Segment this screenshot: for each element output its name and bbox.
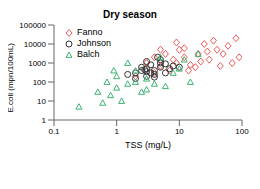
html-text:Johnson: Johnson (77, 38, 111, 48)
svg-text:E.coli (mpn/100mL): E.coli (mpn/100mL) (8, 43, 15, 113)
html-text:Fanno: Fanno (77, 27, 103, 37)
svg-text:1000: 1000 (28, 59, 46, 68)
svg-text:1: 1 (114, 127, 119, 136)
svg-text:100: 100 (235, 127, 249, 136)
svg-text:1: 1 (42, 116, 47, 125)
svg-text:TSS (mg/L): TSS (mg/L) (125, 140, 171, 150)
svg-text:100000: 100000 (19, 21, 46, 30)
html-text:Dry season: Dry season (103, 9, 157, 20)
svg-text:10: 10 (175, 127, 184, 136)
svg-text:0.1: 0.1 (48, 127, 60, 136)
svg-text:100: 100 (33, 78, 47, 87)
svg-text:10: 10 (37, 97, 46, 106)
html-text:Balch: Balch (77, 49, 100, 59)
svg-text:10000: 10000 (24, 40, 47, 49)
